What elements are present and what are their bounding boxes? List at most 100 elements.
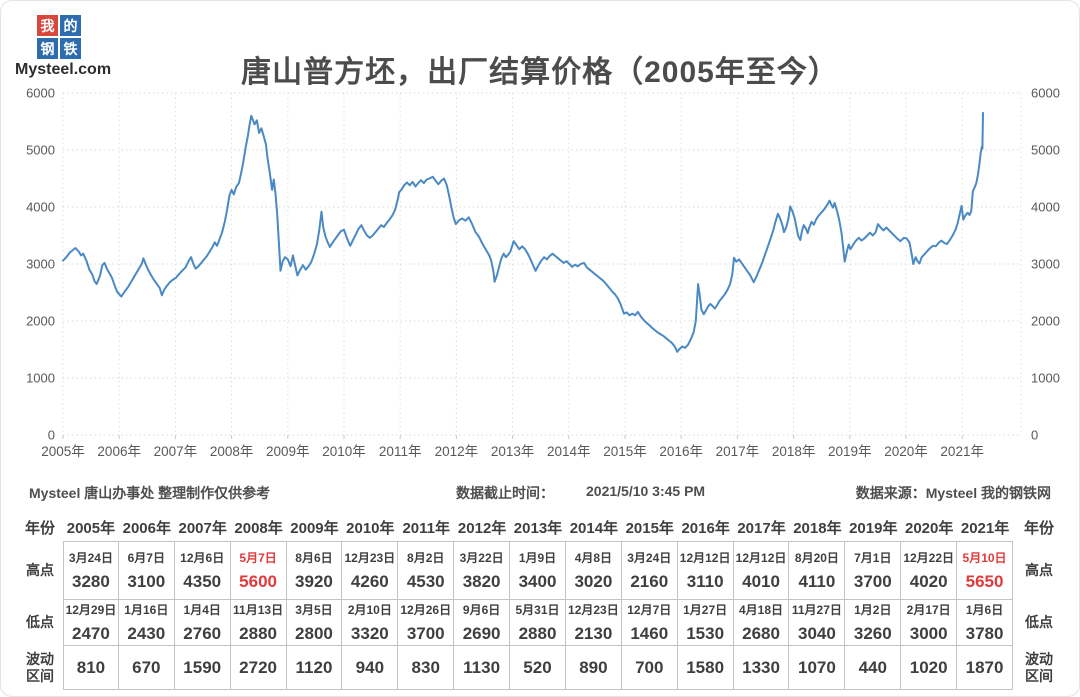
y-axis-label-left: 0: [48, 428, 55, 443]
high-date: 12月6日: [180, 551, 225, 566]
high-value: 5600: [239, 572, 277, 591]
high-cell: 7月1日 3700: [845, 541, 902, 600]
range-cell: 1870: [957, 646, 1013, 690]
high-row-label-left: 高点: [26, 561, 54, 578]
high-cell: 12月12日 3110: [677, 541, 734, 600]
logo-square-wo: 我: [37, 15, 58, 36]
x-axis-label: 2018年: [772, 444, 816, 459]
price-line-chart: 0 0 1000 1000 2000 2000 3000 3000 4000 4000 5000 50…: [1, 85, 1079, 467]
high-value: 4530: [406, 572, 445, 591]
high-cell: 1月9日 3400: [510, 541, 566, 600]
low-cell: 2月17日 3000: [901, 600, 958, 646]
low-cell: 1月27日 1530: [677, 600, 734, 646]
x-axis-label: 2020年: [884, 444, 928, 459]
price-line-chart-svg: 0 0 1000 1000 2000 2000 3000 3000 4000 4000 5000 50…: [26, 86, 1060, 460]
low-date: 4月18日: [739, 603, 784, 618]
high-date: 4月8日: [574, 551, 613, 566]
low-row-label-left: 低点: [26, 614, 54, 631]
low-value: 3700: [406, 624, 445, 643]
low-value: 2680: [742, 624, 780, 643]
low-cell: 1月4日 2760: [174, 600, 231, 646]
high-date: 5月10日: [962, 551, 1007, 566]
x-axis-label: 2016年: [659, 444, 703, 459]
meta-row: Mysteel 唐山办事处 整理制作仅供参考 数据截止时间： 2021/5/10…: [1, 483, 1079, 503]
data-source-note: 数据来源：Mysteel 我的钢铁网: [855, 485, 1051, 501]
high-value: 4260: [350, 572, 389, 591]
high-cell: 3月22日 3820: [454, 541, 511, 600]
x-axis-label: 2006年: [97, 444, 141, 459]
year-header: 2015年: [625, 519, 674, 537]
high-date: 3月24日: [68, 551, 113, 566]
low-date: 12月29日: [65, 603, 117, 618]
high-date: 8月6日: [295, 551, 333, 566]
low-cell: 9月6日 2690: [454, 600, 511, 646]
range-cell: 830: [398, 646, 455, 690]
range-cell: 670: [118, 646, 175, 690]
high-date: 12月12日: [735, 551, 787, 566]
low-date: 1月2日: [854, 603, 892, 618]
low-cell: 11月27日 3040: [789, 600, 846, 646]
low-value: 3780: [965, 624, 1004, 643]
high-value: 4010: [742, 572, 780, 591]
year-header: 2016年: [681, 519, 730, 537]
y-axis-label-left: 6000: [26, 86, 55, 101]
low-date: 1月4日: [183, 603, 221, 618]
year-header: 2010年: [346, 519, 395, 537]
year-header: 2012年: [457, 519, 507, 537]
high-date: 12月22日: [903, 551, 955, 566]
low-cell: 5月31日 2880: [510, 600, 566, 646]
low-value: 2800: [295, 624, 333, 643]
high-cell: 8月6日 3920: [286, 541, 343, 600]
high-value: 3110: [686, 572, 724, 591]
high-cell: 12月22日 4020: [901, 541, 958, 600]
low-cell: 11月13日 2880: [230, 600, 287, 646]
year-header: 2019年: [849, 519, 898, 537]
low-value: 2880: [239, 624, 277, 643]
low-value: 3320: [350, 624, 389, 643]
high-value: 2160: [630, 572, 669, 591]
high-cell: 12月12日 4010: [733, 541, 790, 600]
range-cell: 1070: [789, 646, 846, 690]
x-axis-label: 2014年: [547, 444, 591, 459]
range-cell: 520: [510, 646, 566, 690]
y-axis-label-right: 5000: [1031, 143, 1060, 158]
high-value: 3280: [72, 572, 110, 591]
low-date: 5月31日: [515, 603, 560, 618]
year-header: 2008年: [234, 519, 283, 537]
low-cell: 1月6日 3780: [957, 600, 1013, 646]
high-date: 12月12日: [679, 551, 731, 566]
y-axis-label-right: 6000: [1031, 86, 1060, 101]
range-cell: 1120: [286, 646, 343, 690]
low-value: 1460: [630, 624, 669, 643]
low-cell: 3月5日 2800: [286, 600, 343, 646]
low-value: 2130: [574, 624, 613, 643]
high-cell: 5月7日 5600: [230, 541, 287, 600]
range-cell: 1020: [901, 646, 958, 690]
range-cell: 810: [63, 646, 119, 690]
low-date: 9月6日: [462, 603, 501, 618]
high-value: 3020: [574, 572, 613, 591]
logo-square-gang: 钢: [37, 38, 58, 59]
high-date: 12月23日: [344, 551, 396, 566]
range-cell: 1590: [174, 646, 231, 690]
high-cell: 5月10日 5650: [957, 541, 1013, 600]
low-date: 3月5日: [295, 603, 333, 618]
year-header: 2018年: [793, 519, 842, 537]
price-line-series: [62, 111, 984, 353]
low-row-label-right: 低点: [1025, 614, 1053, 631]
low-value: 2430: [127, 624, 166, 643]
year-header: 2014年: [569, 519, 619, 537]
high-cell: 8月2日 4530: [398, 541, 455, 600]
yearly-stats-table: 年份 2005年 2006年 2007年 2008年 2009年 2010年 2011年 201…: [17, 513, 1065, 690]
low-cell: 12月23日 2130: [565, 600, 622, 646]
x-axis-label: 2015年: [603, 444, 647, 459]
x-axis-label: 2012年: [435, 444, 479, 459]
table-corner-label-left: 年份: [24, 519, 55, 537]
mysteel-logo-squares: 我 的 钢 铁: [37, 15, 125, 59]
range-row-label-left: 波动 区间: [26, 650, 54, 685]
low-date: 11月27日: [791, 603, 842, 618]
low-date: 12月26日: [400, 603, 452, 618]
low-cell: 12月26日 3700: [398, 600, 455, 646]
high-value: 3100: [127, 572, 166, 591]
